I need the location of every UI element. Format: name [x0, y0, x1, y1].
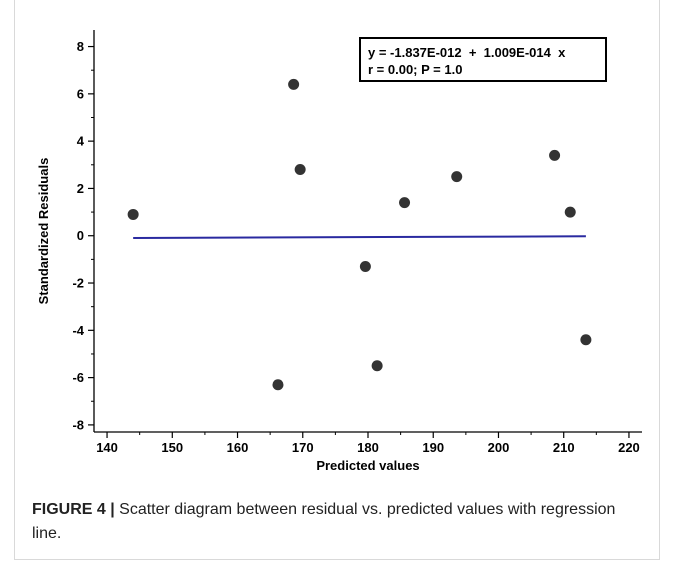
x-tick-label: 210	[553, 440, 575, 455]
regression-line-group	[133, 235, 586, 239]
data-point	[399, 197, 411, 209]
x-ticks: 140 150 160 170 180 190 200 210 220	[96, 432, 640, 455]
figure-frame	[14, 0, 660, 560]
data-point	[272, 379, 284, 391]
data-point	[564, 206, 576, 218]
y-tick-label: 8	[77, 39, 84, 54]
data-point	[580, 334, 592, 346]
data-point	[288, 78, 300, 90]
regression-annotation: y = -1.837E-012 + 1.009E-014 x r = 0.00;…	[359, 37, 607, 82]
x-tick-label: 200	[488, 440, 510, 455]
scatter-chart: 140 150 160 170 180 190 200 210 220 8 6 4 2 0 -2 -4 -6 -…	[36, 30, 642, 473]
x-tick-label: 180	[357, 440, 379, 455]
data-point	[371, 360, 383, 372]
y-tick-label: 4	[77, 134, 85, 149]
caption-text: Scatter diagram between residual vs. pre…	[32, 501, 616, 542]
y-tick-label: 6	[77, 86, 84, 101]
data-point	[294, 164, 306, 176]
figure-caption: FIGURE 4 | Scatter diagram between resid…	[32, 498, 642, 546]
annotation-equation: y = -1.837E-012 + 1.009E-014 x	[368, 45, 566, 60]
y-tick-label: -6	[72, 370, 84, 385]
x-tick-label: 220	[618, 440, 640, 455]
y-ticks: 8 6 4 2 0 -2 -4 -6 -8	[72, 39, 94, 432]
axes	[93, 30, 642, 433]
data-point	[451, 171, 463, 183]
y-tick-label: -8	[72, 417, 84, 432]
data-point	[359, 260, 371, 272]
figure-label: FIGURE 4 |	[32, 501, 115, 518]
y-axis-label: Standardized Residuals	[36, 158, 51, 305]
x-tick-label: 140	[96, 440, 118, 455]
x-tick-label: 160	[227, 440, 249, 455]
y-tick-label: -2	[72, 276, 84, 291]
data-points	[127, 78, 592, 391]
data-point	[549, 149, 561, 161]
x-tick-label: 190	[422, 440, 444, 455]
annotation-stats: r = 0.00; P = 1.0	[368, 62, 462, 77]
annotation-box	[359, 37, 607, 82]
x-tick-label: 150	[161, 440, 183, 455]
data-point	[127, 208, 139, 220]
y-tick-label: 0	[77, 228, 84, 243]
regression-line	[133, 235, 586, 239]
y-tick-label: -4	[72, 323, 84, 338]
x-axis-label: Predicted values	[316, 458, 419, 473]
x-tick-label: 170	[292, 440, 314, 455]
y-tick-label: 2	[77, 181, 84, 196]
